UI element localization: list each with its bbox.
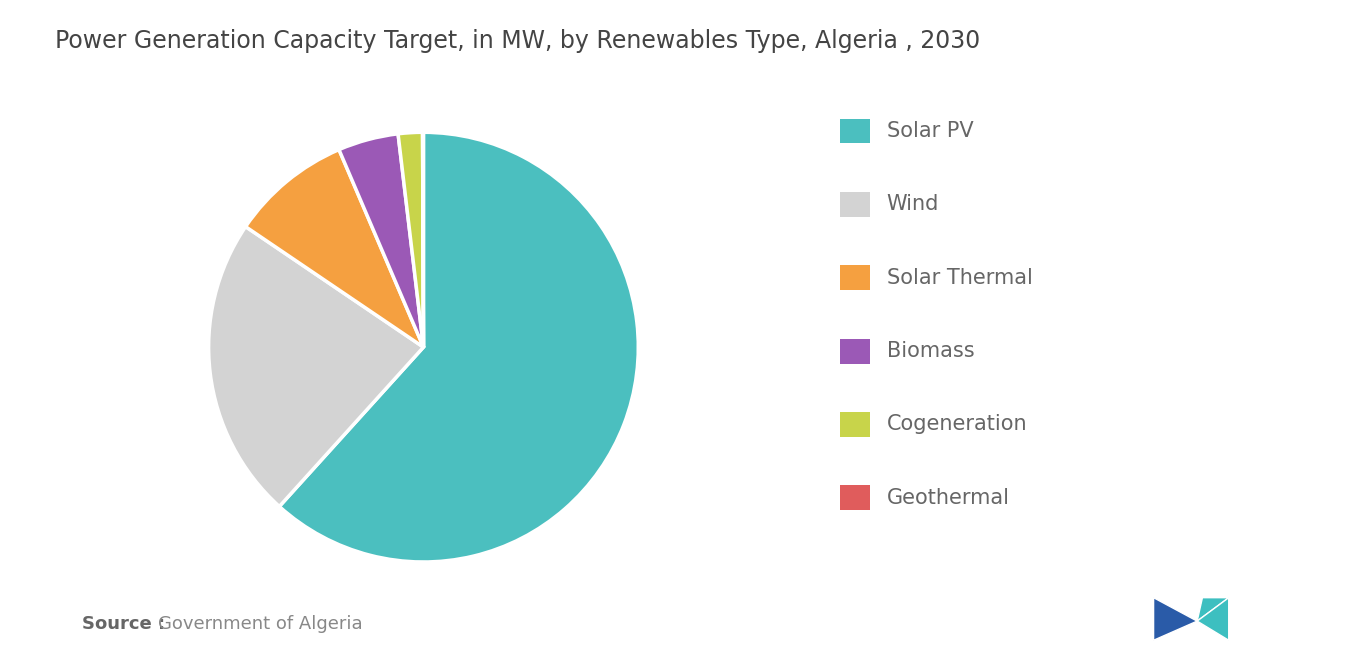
Text: Government of Algeria: Government of Algeria: [158, 614, 363, 633]
Text: Biomass: Biomass: [887, 341, 974, 361]
Text: Solar PV: Solar PV: [887, 121, 973, 141]
Wedge shape: [279, 132, 638, 562]
Wedge shape: [209, 227, 423, 506]
Text: Power Generation Capacity Target, in MW, by Renewables Type, Algeria , 2030: Power Generation Capacity Target, in MW,…: [55, 29, 979, 54]
Wedge shape: [339, 134, 423, 347]
Wedge shape: [246, 149, 423, 347]
Text: Wind: Wind: [887, 195, 938, 214]
Text: Geothermal: Geothermal: [887, 488, 1009, 508]
Text: Solar Thermal: Solar Thermal: [887, 268, 1033, 288]
Text: Cogeneration: Cogeneration: [887, 415, 1027, 434]
Wedge shape: [398, 132, 423, 347]
Text: Source :: Source :: [82, 614, 165, 633]
